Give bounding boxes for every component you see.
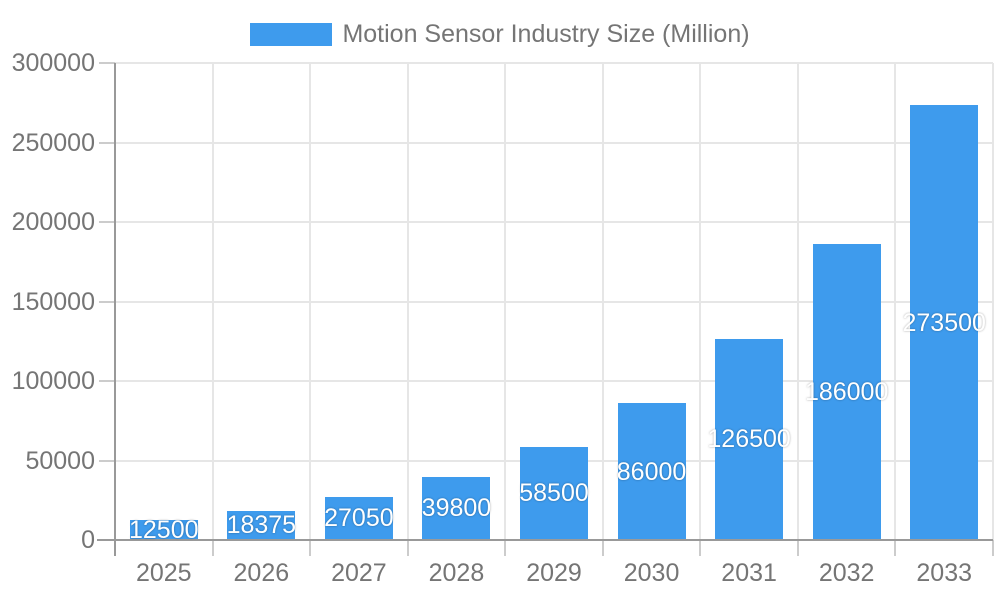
bar-value-label: 12500 [129,516,199,545]
y-tick-label: 150000 [11,287,95,316]
gridline-vertical [601,63,604,540]
y-tick-label: 200000 [11,208,95,236]
bar-value-label: 273500 [902,308,986,337]
bar[interactable] [520,446,588,540]
bar[interactable] [812,244,881,540]
y-tick-label: 250000 [11,128,95,157]
x-axis-tick [211,540,214,556]
x-tick-label: 2027 [331,559,387,587]
bar[interactable] [910,105,979,540]
gridline-vertical [309,63,312,540]
x-tick-label: 2033 [916,559,973,587]
gridline-vertical [699,63,702,540]
gridline-horizontal [115,221,993,223]
x-tick-label: 2029 [526,559,582,587]
legend-label: Motion Sensor Industry Size (Million) [342,20,750,48]
x-axis-tick [504,540,507,556]
bar-value-label: 186000 [804,378,889,407]
x-tick-label: 2025 [135,559,192,587]
bar[interactable] [227,510,296,540]
bar[interactable] [324,496,393,540]
x-tick-label: 2031 [721,559,777,587]
bar[interactable] [617,403,686,540]
x-tick-label: 2028 [428,559,485,587]
x-axis-line [97,539,993,541]
gridline-horizontal [115,300,993,303]
y-axis-tick [99,459,115,462]
bar[interactable] [715,338,784,540]
y-axis-tick [99,380,115,382]
bar-value-label: 58500 [519,479,589,508]
gridline-vertical [796,63,799,540]
y-tick-label: 100000 [11,367,95,395]
x-axis-tick [894,540,897,556]
gridline-vertical [992,63,994,540]
bar[interactable] [129,520,198,540]
y-tick-label: 300000 [11,49,95,77]
chart-legend[interactable]: Motion Sensor Industry Size (Million) [0,22,1000,47]
legend-swatch [250,23,333,46]
x-axis-tick [406,540,409,556]
y-tick-label: 50000 [25,446,95,475]
x-axis-tick [992,540,994,556]
x-tick-label: 2030 [623,559,680,587]
x-axis-tick [796,540,799,556]
x-tick-label: 2026 [233,559,290,587]
y-axis-tick [99,62,115,64]
gridline-vertical [504,63,507,540]
bar-value-label: 27050 [324,504,394,533]
gridline-vertical [894,63,897,540]
bar-value-label: 126500 [707,425,791,454]
gridline-horizontal [115,380,993,382]
x-axis-tick [699,540,702,556]
x-axis-tick [309,540,312,556]
gridline-vertical [211,63,214,540]
bar-value-label: 18375 [226,511,297,540]
bar[interactable] [422,476,491,540]
gridline-horizontal [115,141,993,144]
gridline-horizontal [115,62,993,64]
x-tick-label: 2032 [818,559,875,587]
y-tick-label: 0 [81,526,95,554]
y-axis-tick [99,221,115,223]
gridline-vertical [406,63,409,540]
bar-value-label: 39800 [421,494,492,523]
y-axis-tick [99,300,115,303]
y-axis-line [114,63,116,556]
x-axis-tick [601,540,604,556]
y-axis-tick [99,141,115,144]
bar-value-label: 86000 [616,457,687,486]
